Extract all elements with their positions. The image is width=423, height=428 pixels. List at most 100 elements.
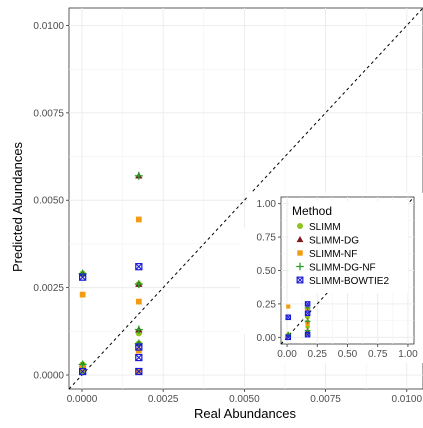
data-point	[304, 331, 311, 338]
marker-x	[285, 334, 291, 340]
x-tick-label: 0.0075	[310, 394, 341, 405]
x-tick-label: 0.0000	[67, 394, 98, 405]
y-tick-label: 0.0075	[33, 108, 64, 119]
main-identity-line	[68, 7, 423, 390]
legend-item: SLIMM-DG	[296, 236, 359, 247]
x-tick-label: 0.75	[368, 349, 388, 360]
marker-square	[135, 298, 142, 305]
y-tick-label: 1.00	[257, 199, 277, 210]
marker-square	[79, 291, 86, 298]
y-tick-label: 0.00	[257, 333, 277, 344]
marker-box	[135, 353, 143, 362]
data-point	[135, 216, 142, 223]
marker-box	[304, 331, 311, 338]
x-tick-label: 0.0050	[229, 394, 260, 405]
data-point	[135, 353, 143, 362]
y-tick-label: 0.0025	[33, 283, 64, 294]
data-point	[297, 223, 303, 229]
data-point	[134, 171, 143, 180]
marker-box	[285, 314, 292, 321]
data-point	[297, 250, 303, 256]
marker-box	[79, 273, 87, 281]
marker-x	[135, 343, 143, 351]
marker-circle	[297, 223, 303, 229]
marker-box	[285, 334, 292, 341]
y-tick-label: 0.0000	[33, 371, 64, 382]
legend-item: SLIMM-DG-NF	[296, 262, 376, 274]
x-tick-label: 0.50	[338, 349, 358, 360]
marker-box	[304, 301, 311, 307]
marker-square	[286, 304, 291, 309]
marker-square	[297, 250, 303, 256]
series-slimm-bowtie2	[79, 263, 143, 376]
main-data-points	[78, 171, 143, 376]
data-point	[296, 262, 304, 271]
y-tick-label: 0.75	[257, 233, 277, 244]
y-tick-label: 0.0050	[33, 196, 64, 207]
main-gridlines	[69, 8, 423, 389]
legend-item: SLIMM-BOWTIE2	[296, 276, 389, 287]
marker-box	[79, 367, 87, 376]
data-point	[79, 291, 86, 298]
legend-label: SLIMM-BOWTIE2	[309, 276, 389, 287]
data-point	[285, 314, 292, 321]
data-point	[135, 263, 143, 271]
data-point	[296, 276, 304, 284]
marker-x	[135, 263, 143, 271]
data-point	[286, 304, 291, 309]
x-tick-label: 0.0025	[148, 394, 179, 405]
legend-item: SLIMM	[297, 222, 341, 233]
marker-x	[296, 276, 304, 284]
legend-items: SLIMM SLIMM-DG SLIMM-NF SLIMM-DG-NF SLIMM-BO…	[296, 222, 389, 287]
data-point	[305, 314, 310, 320]
x-tick-label: 1.00	[398, 349, 418, 360]
marker-square	[135, 216, 142, 223]
data-point	[135, 367, 143, 376]
data-point	[79, 367, 87, 376]
marker-triangle	[296, 236, 304, 243]
marker-x	[305, 301, 311, 307]
main-axes: 0.0000 0.0025 0.0050 0.0075 0.0100 0.0000 0.00…	[33, 21, 422, 405]
x-tick-label: 0.0100	[391, 394, 422, 405]
marker-box	[135, 367, 143, 376]
marker-x	[79, 273, 87, 281]
legend-item: SLIMM-NF	[297, 249, 357, 260]
data-point	[135, 343, 143, 351]
data-point	[296, 236, 304, 243]
legend-label: SLIMM	[309, 222, 341, 233]
y-tick-label: 0.25	[257, 299, 277, 310]
legend-label: SLIMM-NF	[309, 249, 357, 260]
data-point	[134, 280, 143, 289]
legend-box	[289, 201, 408, 293]
legend-label: SLIMM-DG	[309, 236, 359, 247]
data-point	[78, 360, 87, 369]
inset-data-points	[285, 301, 311, 341]
marker-x	[305, 310, 311, 316]
legend: Method SLIMMSLIMM-DGSLIMM-NFSLIMM-DG-NFS…	[289, 201, 408, 293]
marker-box	[135, 263, 143, 271]
marker-x	[79, 368, 87, 375]
data-point	[304, 310, 311, 317]
data-point	[285, 334, 292, 341]
legend-title: Method	[292, 204, 332, 218]
x-axis-title: Real Abundances	[194, 406, 296, 421]
x-tick-label: 0.25	[308, 349, 328, 360]
series-slimm-bowtie2	[285, 301, 311, 341]
legend-label: SLIMM-DG-NF	[309, 263, 376, 274]
marker-box	[296, 276, 304, 284]
marker-x	[305, 332, 311, 338]
marker-box	[135, 343, 143, 351]
x-tick-label: 0.00	[277, 349, 297, 360]
marker-x	[285, 314, 291, 320]
y-tick-label: 0.50	[257, 266, 277, 277]
data-point	[79, 273, 87, 281]
marker-x	[135, 354, 143, 361]
marker-box	[304, 310, 311, 317]
marker-x	[135, 368, 143, 375]
y-axis-title: Predicted Abundances	[10, 141, 25, 272]
y-tick-label: 0.0100	[33, 21, 64, 32]
data-point	[135, 298, 142, 305]
data-point	[304, 301, 311, 307]
data-point	[304, 318, 311, 325]
